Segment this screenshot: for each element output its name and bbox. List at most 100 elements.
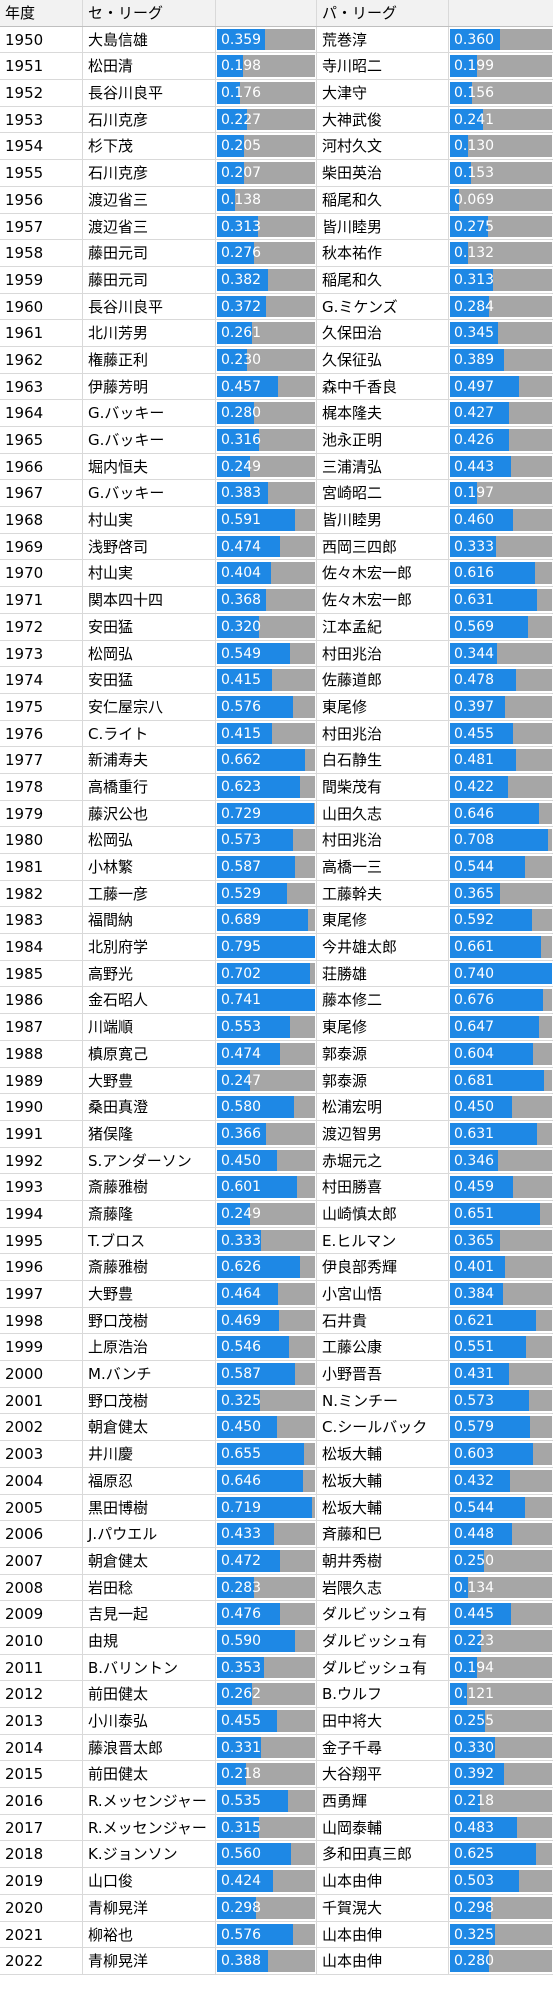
central-pitcher-name[interactable]: 藤浪晋太郎 <box>83 1734 216 1761</box>
pacific-value-cell[interactable]: 0.676 <box>449 987 553 1013</box>
pacific-value-cell[interactable]: 0.647 <box>449 1014 553 1040</box>
pacific-pitcher-name[interactable]: 村田勝喜 <box>317 1174 449 1200</box>
central-value-cell[interactable]: 0.359 <box>216 26 317 53</box>
pacific-value-cell[interactable]: 0.255 <box>449 1708 553 1734</box>
central-pitcher-name[interactable]: C.ライト <box>83 720 216 747</box>
pacific-pitcher-name[interactable]: 今井雄太郎 <box>317 934 449 960</box>
pacific-pitcher-name[interactable]: 白石静生 <box>317 747 449 773</box>
pacific-pitcher-name[interactable]: 柴田英治 <box>317 160 449 186</box>
central-value-cell[interactable]: 0.626 <box>216 1254 317 1280</box>
pacific-pitcher-name[interactable]: G.ミケンズ <box>317 293 449 320</box>
pacific-value-cell[interactable]: 0.218 <box>449 1788 553 1814</box>
central-value-cell[interactable]: 0.404 <box>216 560 317 587</box>
central-pitcher-name[interactable]: J.パウエル <box>83 1521 216 1547</box>
pacific-value-cell[interactable]: 0.621 <box>449 1308 553 1334</box>
pacific-value-cell[interactable]: 0.455 <box>449 721 553 747</box>
pacific-pitcher-name[interactable]: 山岡泰輔 <box>317 1814 449 1841</box>
year-cell[interactable]: 1996 <box>0 1254 83 1280</box>
central-pitcher-name[interactable]: 福間納 <box>83 907 216 934</box>
year-cell[interactable]: 1970 <box>0 560 83 587</box>
pacific-value-cell[interactable]: 0.194 <box>449 1655 553 1681</box>
pacific-pitcher-name[interactable]: 山崎慎太郎 <box>317 1200 449 1227</box>
pacific-pitcher-name[interactable]: 松浦宏明 <box>317 1094 449 1120</box>
year-cell[interactable]: 1955 <box>0 160 83 186</box>
central-value-cell[interactable]: 0.546 <box>216 1334 317 1361</box>
central-value-cell[interactable]: 0.315 <box>216 1814 317 1841</box>
central-value-cell[interactable]: 0.249 <box>216 453 317 480</box>
pacific-value-cell[interactable]: 0.199 <box>449 53 553 79</box>
central-pitcher-name[interactable]: R.メッセンジャー <box>83 1788 216 1814</box>
central-pitcher-name[interactable]: 伊藤芳明 <box>83 373 216 400</box>
pacific-value-cell[interactable]: 0.384 <box>449 1281 553 1307</box>
central-pitcher-name[interactable]: B.バリントン <box>83 1654 216 1681</box>
pacific-pitcher-name[interactable]: 宮崎昭二 <box>317 480 449 507</box>
year-cell[interactable]: 1960 <box>0 293 83 320</box>
pacific-pitcher-name[interactable]: 西勇輝 <box>317 1788 449 1814</box>
year-cell[interactable]: 1979 <box>0 800 83 827</box>
central-value-cell[interactable]: 0.529 <box>216 880 317 907</box>
central-value-cell[interactable]: 0.549 <box>216 640 317 667</box>
pacific-value-cell[interactable]: 0.241 <box>449 107 553 133</box>
central-value-cell[interactable]: 0.198 <box>216 53 317 80</box>
central-value-cell[interactable]: 0.590 <box>216 1627 317 1654</box>
year-cell[interactable]: 1990 <box>0 1094 83 1120</box>
pacific-value-cell[interactable]: 0.223 <box>449 1628 553 1654</box>
year-cell[interactable]: 1992 <box>0 1147 83 1174</box>
pacific-value-cell[interactable]: 0.365 <box>449 1228 553 1254</box>
central-pitcher-name[interactable]: 青柳晃洋 <box>83 1894 216 1921</box>
year-cell[interactable]: 1973 <box>0 640 83 667</box>
year-cell[interactable]: 1998 <box>0 1307 83 1334</box>
central-pitcher-name[interactable]: 渡辺省三 <box>83 186 216 213</box>
pacific-value-cell[interactable]: 0.365 <box>449 881 553 907</box>
central-value-cell[interactable]: 0.455 <box>216 1708 317 1734</box>
pacific-value-cell[interactable]: 0.443 <box>449 454 553 480</box>
pacific-pitcher-name[interactable]: 村田兆治 <box>317 720 449 747</box>
central-pitcher-name[interactable]: 安田猛 <box>83 667 216 693</box>
central-value-cell[interactable]: 0.553 <box>216 1014 317 1040</box>
year-cell[interactable]: 1978 <box>0 773 83 800</box>
year-cell[interactable]: 2021 <box>0 1921 83 1948</box>
year-cell[interactable]: 2017 <box>0 1814 83 1841</box>
pacific-pitcher-name[interactable]: 伊良部秀輝 <box>317 1254 449 1280</box>
central-value-cell[interactable]: 0.207 <box>216 160 317 186</box>
pacific-value-cell[interactable]: 0.445 <box>449 1601 553 1627</box>
pacific-value-cell[interactable]: 0.432 <box>449 1468 553 1494</box>
pacific-value-cell[interactable]: 0.573 <box>449 1388 553 1414</box>
central-value-cell[interactable]: 0.474 <box>216 533 317 560</box>
central-pitcher-name[interactable]: 金石昭人 <box>83 987 216 1014</box>
year-cell[interactable]: 1967 <box>0 480 83 507</box>
year-cell[interactable]: 1991 <box>0 1120 83 1147</box>
pacific-pitcher-name[interactable]: B.ウルフ <box>317 1681 449 1707</box>
pacific-value-cell[interactable]: 0.284 <box>449 294 553 320</box>
year-cell[interactable]: 1997 <box>0 1281 83 1307</box>
pacific-value-cell[interactable]: 0.298 <box>449 1895 553 1921</box>
central-pitcher-name[interactable]: 野口茂樹 <box>83 1307 216 1334</box>
central-value-cell[interactable]: 0.795 <box>216 934 317 960</box>
central-pitcher-name[interactable]: 小川泰弘 <box>83 1708 216 1734</box>
central-value-cell[interactable]: 0.353 <box>216 1654 317 1681</box>
pacific-pitcher-name[interactable]: 間柴茂有 <box>317 773 449 800</box>
pacific-value-cell[interactable]: 0.459 <box>449 1174 553 1200</box>
central-pitcher-name[interactable]: 朝倉健太 <box>83 1414 216 1441</box>
central-value-cell[interactable]: 0.372 <box>216 293 317 320</box>
pacific-value-cell[interactable]: 0.431 <box>449 1361 553 1387</box>
year-cell[interactable]: 1972 <box>0 613 83 640</box>
central-pitcher-name[interactable]: 村山実 <box>83 507 216 533</box>
pacific-value-cell[interactable]: 0.708 <box>449 827 553 853</box>
central-value-cell[interactable]: 0.576 <box>216 693 317 720</box>
central-value-cell[interactable]: 0.249 <box>216 1200 317 1227</box>
central-value-cell[interactable]: 0.313 <box>216 213 317 240</box>
central-value-cell[interactable]: 0.729 <box>216 800 317 827</box>
central-pitcher-name[interactable]: T.ブロス <box>83 1227 216 1254</box>
central-pitcher-name[interactable]: 斎藤雅樹 <box>83 1174 216 1200</box>
central-value-cell[interactable]: 0.247 <box>216 1067 317 1094</box>
central-pitcher-name[interactable]: 桑田真澄 <box>83 1094 216 1120</box>
pacific-pitcher-name[interactable]: 稲尾和久 <box>317 266 449 293</box>
pacific-value-cell[interactable]: 0.478 <box>449 667 553 693</box>
pacific-pitcher-name[interactable]: 秋本祐作 <box>317 240 449 266</box>
central-pitcher-name[interactable]: 新浦寿夫 <box>83 747 216 773</box>
central-value-cell[interactable]: 0.368 <box>216 587 317 613</box>
year-cell[interactable]: 1986 <box>0 987 83 1014</box>
central-value-cell[interactable]: 0.262 <box>216 1681 317 1707</box>
pacific-pitcher-name[interactable]: 田中将大 <box>317 1708 449 1734</box>
